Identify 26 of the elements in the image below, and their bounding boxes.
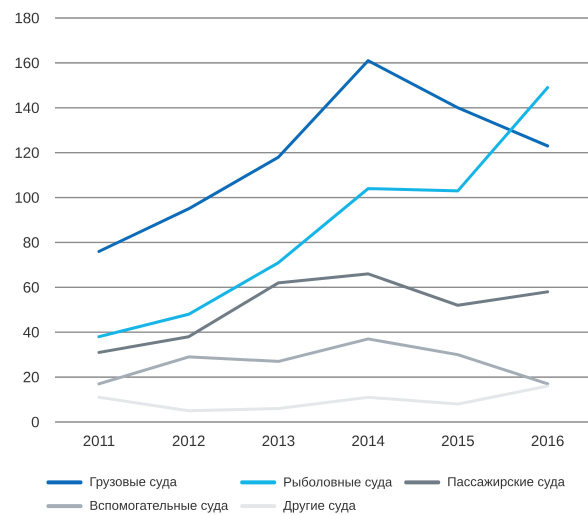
y-tick-label: 100 [16,192,39,203]
y-tick-label: 60 [24,282,39,293]
x-tick-label: 2016 [532,436,564,446]
line-series [97,337,550,386]
y-tick-label: 140 [16,102,39,114]
line-series [97,59,550,253]
line-series [97,86,550,338]
x-tick-label: 2014 [352,436,384,446]
y-tick-label: 160 [16,58,39,68]
legend-label: Другие суда [283,500,356,513]
x-tick-label: 2013 [262,436,294,446]
y-tick-label: 40 [23,326,39,338]
legend-label: Рыболовные суда [284,476,392,490]
y-tick-label: 0 [32,416,39,428]
y-tick-label: 180 [16,12,39,24]
line-series [97,272,550,354]
x-tick-label: 2012 [172,436,205,446]
line-series [97,384,550,412]
legend-label: Вспомогательные суда [90,500,228,513]
y-tick-label: 80 [23,237,39,248]
x-tick-label: 2011 [84,436,114,446]
y-tick-label: 120 [16,147,39,158]
x-tick-label: 2015 [442,436,474,446]
y-tick-label: 20 [24,372,39,382]
legend-label: Пассажирские суда [448,477,565,489]
legend-label: Грузовые суда [90,477,177,489]
